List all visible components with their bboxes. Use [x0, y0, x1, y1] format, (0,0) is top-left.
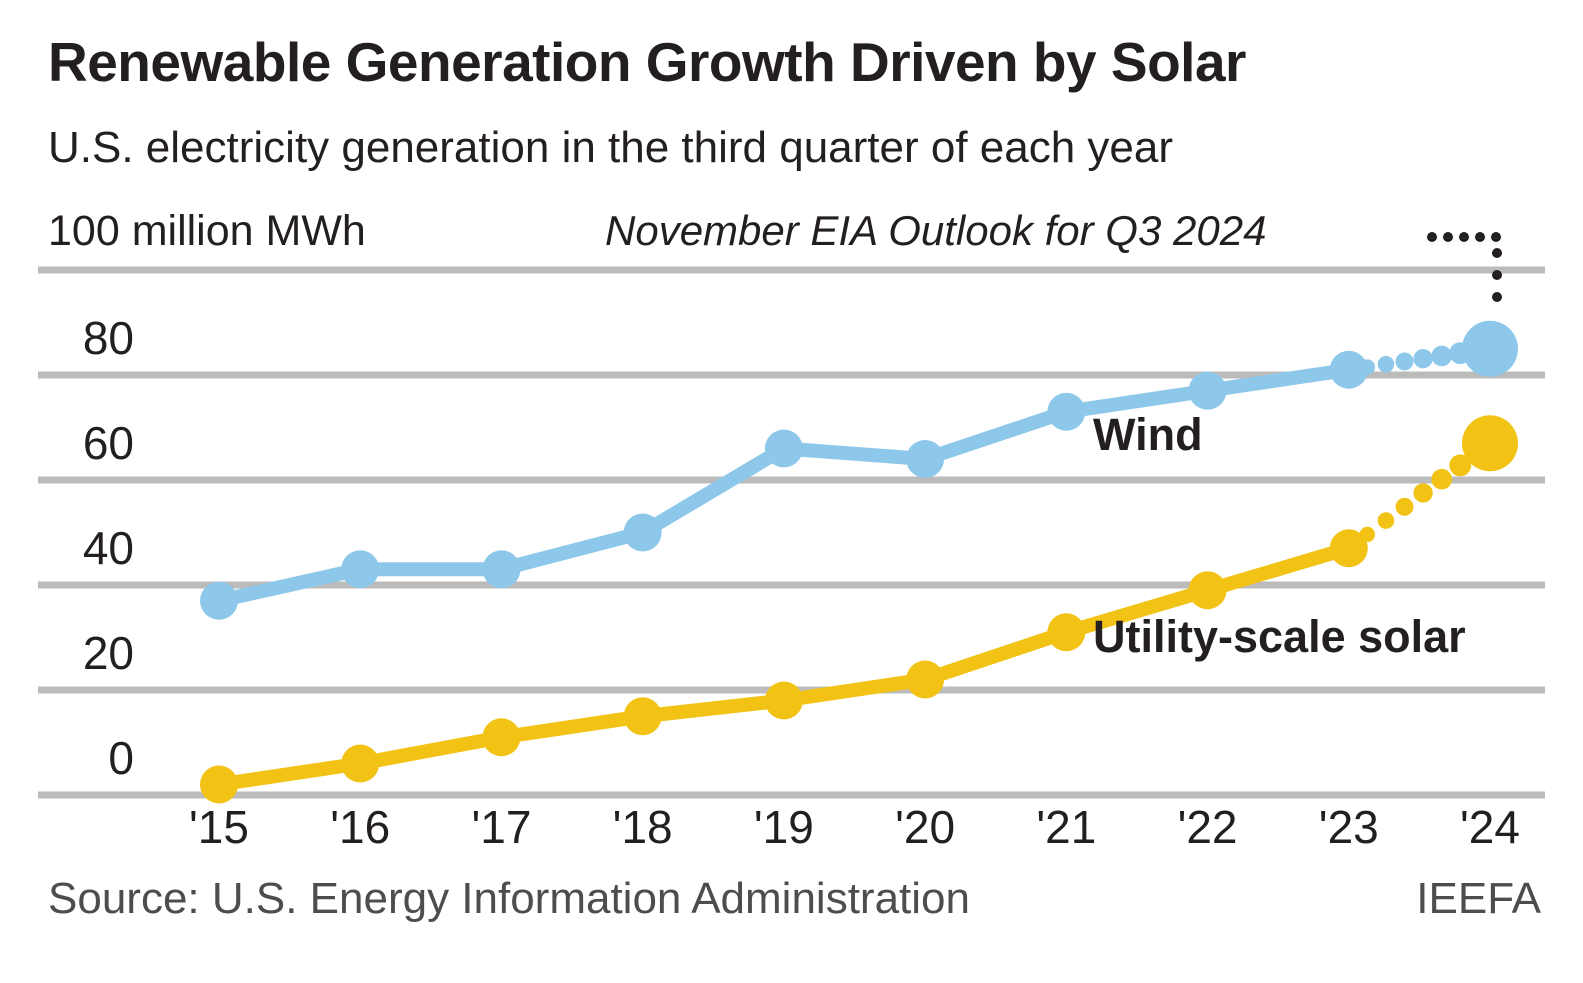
x-axis-tick-label: '22 — [1177, 801, 1238, 853]
y-axis-tick-label: 40 — [82, 522, 134, 574]
data-point — [1188, 371, 1227, 410]
series-label-solar: Utility-scale solar — [1093, 611, 1466, 662]
source-note: Source: U.S. Energy Information Administ… — [48, 874, 970, 923]
x-axis-tick-label: '18 — [612, 801, 673, 853]
data-point — [482, 718, 521, 757]
annotation-leader-dot — [1443, 232, 1453, 242]
forecast-dot — [1413, 349, 1433, 369]
data-point — [764, 681, 803, 720]
data-point — [1462, 320, 1518, 377]
forecast-dot — [1395, 497, 1414, 516]
x-axis-tick-label: '24 — [1460, 801, 1520, 853]
data-point — [341, 550, 380, 589]
data-point — [200, 581, 238, 620]
data-point — [482, 550, 521, 589]
data-point — [341, 744, 380, 783]
x-axis-tick-label: '20 — [895, 801, 956, 853]
forecast-dot — [1413, 483, 1433, 503]
y-axis-tick-label: 60 — [82, 417, 134, 469]
forecast-dot — [1377, 512, 1395, 529]
y-axis-tick-label: 20 — [82, 627, 134, 679]
forecast-dot — [1395, 352, 1414, 371]
data-point — [623, 697, 662, 736]
data-point — [623, 513, 662, 552]
x-axis-tick-label: '23 — [1318, 801, 1379, 853]
series-utility-scale-solar — [200, 415, 1518, 804]
data-point — [906, 660, 945, 699]
data-point — [200, 765, 238, 804]
x-axis-tick-label: '15 — [189, 801, 249, 853]
forecast-dot — [1431, 468, 1452, 490]
data-point — [906, 440, 945, 478]
annotation-leader-dot — [1492, 270, 1502, 280]
annotation-leader-dot — [1491, 232, 1501, 242]
data-point — [1047, 392, 1086, 431]
series-line — [212, 362, 1356, 608]
x-axis-tick-label: '17 — [471, 801, 532, 853]
series-label-wind: Wind — [1093, 409, 1203, 460]
page-title: Renewable Generation Growth Driven by So… — [48, 31, 1246, 93]
data-point — [764, 429, 803, 468]
data-point — [1047, 613, 1086, 652]
series-wind — [200, 320, 1518, 620]
y-axis-tick-label: 80 — [82, 312, 134, 364]
forecast-dot — [1377, 355, 1395, 373]
data-point — [1329, 350, 1368, 389]
x-axis-tick-label: '16 — [330, 801, 391, 853]
annotation-leader-dot — [1492, 248, 1502, 258]
x-axis-tick-label: '19 — [753, 801, 814, 853]
annotation-leader — [1427, 232, 1502, 302]
annotation-leader-dot — [1459, 232, 1469, 242]
forecast-dot — [1431, 345, 1452, 367]
y-axis-tick-label: 0 — [108, 732, 134, 784]
data-point — [1329, 529, 1368, 568]
x-axis-tick-label: '21 — [1036, 801, 1097, 853]
data-point — [1188, 571, 1227, 610]
chart-subtitle: U.S. electricity generation in the third… — [48, 123, 1174, 172]
data-point — [1462, 415, 1518, 472]
forecast-dot — [1449, 454, 1472, 477]
publisher-credit: IEEFA — [1416, 874, 1541, 923]
forecast-annotation: November EIA Outlook for Q3 2024 — [605, 207, 1267, 254]
annotation-leader-dot — [1427, 232, 1437, 242]
annotation-leader-dot — [1475, 232, 1485, 242]
y-axis-unit-label: 100 million MWh — [48, 207, 366, 255]
annotation-leader-dot — [1492, 292, 1502, 302]
